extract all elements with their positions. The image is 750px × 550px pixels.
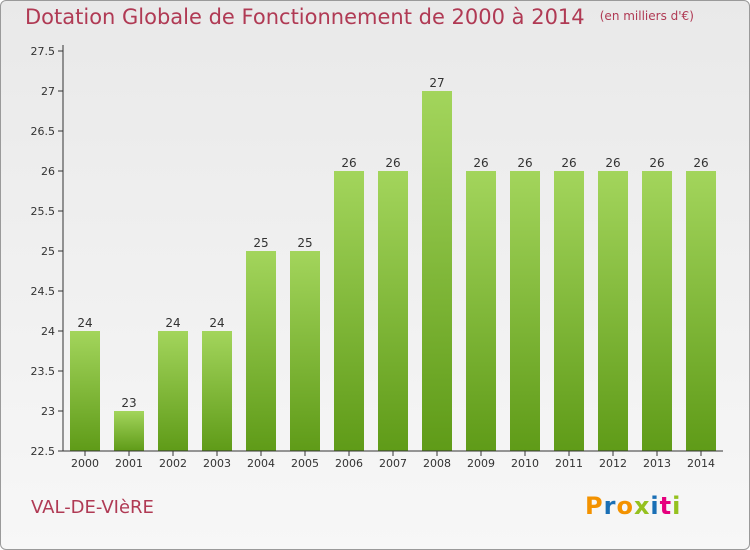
chart-title: Dotation Globale de Fonctionnement de 20…: [25, 5, 585, 29]
bar-value-label: 26: [341, 156, 356, 170]
bar-value-label: 26: [517, 156, 532, 170]
y-tick-label: 25: [41, 245, 55, 258]
bar-2007: [378, 171, 408, 451]
bar-value-label: 24: [209, 316, 224, 330]
logo-letter: r: [603, 492, 617, 520]
bar-2001: [114, 411, 144, 451]
bar-2011: [554, 171, 584, 451]
bar-2010: [510, 171, 540, 451]
x-tick-label: 2007: [379, 457, 407, 470]
x-tick-label: 2013: [643, 457, 671, 470]
x-tick-label: 2004: [247, 457, 275, 470]
x-tick-label: 2003: [203, 457, 231, 470]
bar-value-label: 26: [693, 156, 708, 170]
logo-letter: P: [585, 492, 604, 520]
bar-2009: [466, 171, 496, 451]
x-tick-label: 2008: [423, 457, 451, 470]
logo-letter: x: [633, 492, 651, 520]
x-tick-label: 2011: [555, 457, 583, 470]
y-tick-label: 24: [41, 325, 55, 338]
logo-letter: o: [616, 492, 634, 520]
logo-letter: i: [672, 492, 682, 520]
bar-value-label: 26: [385, 156, 400, 170]
bar-2002: [158, 331, 188, 451]
x-tick-label: 2005: [291, 457, 319, 470]
bar-value-label: 26: [649, 156, 664, 170]
bar-value-label: 26: [473, 156, 488, 170]
bar-value-label: 26: [561, 156, 576, 170]
x-tick-label: 2001: [115, 457, 143, 470]
proxiti-logo: Proxiti: [585, 492, 681, 520]
bar-value-label: 25: [297, 236, 312, 250]
bar-value-label: 27: [429, 76, 444, 90]
y-tick-label: 25.5: [31, 205, 56, 218]
bar-2012: [598, 171, 628, 451]
bar-value-label: 25: [253, 236, 268, 250]
bar-value-label: 26: [605, 156, 620, 170]
logo-letter: t: [659, 492, 673, 520]
bar-2005: [290, 251, 320, 451]
x-tick-label: 2014: [687, 457, 715, 470]
y-tick-label: 26: [41, 165, 55, 178]
x-tick-label: 2012: [599, 457, 627, 470]
bar-2000: [70, 331, 100, 451]
y-tick-label: 26.5: [31, 125, 56, 138]
x-tick-label: 2000: [71, 457, 99, 470]
bar-2014: [686, 171, 716, 451]
chart-subtitle: (en milliers d'€): [599, 9, 694, 23]
bar-2003: [202, 331, 232, 451]
bar-2004: [246, 251, 276, 451]
bar-2013: [642, 171, 672, 451]
y-tick-label: 22.5: [31, 445, 56, 458]
y-tick-label: 27.5: [31, 45, 56, 58]
bar-2006: [334, 171, 364, 451]
x-tick-label: 2006: [335, 457, 363, 470]
y-tick-label: 24.5: [31, 285, 56, 298]
bar-value-label: 24: [165, 316, 180, 330]
y-tick-label: 23: [41, 405, 55, 418]
x-tick-label: 2009: [467, 457, 495, 470]
y-tick-label: 27: [41, 85, 55, 98]
bar-value-label: 24: [77, 316, 92, 330]
x-tick-label: 2010: [511, 457, 539, 470]
commune-name: VAL-DE-VIèRE: [31, 497, 154, 518]
logo-letter: i: [650, 492, 660, 520]
bar-value-label: 23: [121, 396, 136, 410]
title-row: Dotation Globale de Fonctionnement de 20…: [25, 5, 694, 29]
bar-2008: [422, 91, 452, 451]
y-tick-label: 23.5: [31, 365, 56, 378]
x-tick-label: 2002: [159, 457, 187, 470]
